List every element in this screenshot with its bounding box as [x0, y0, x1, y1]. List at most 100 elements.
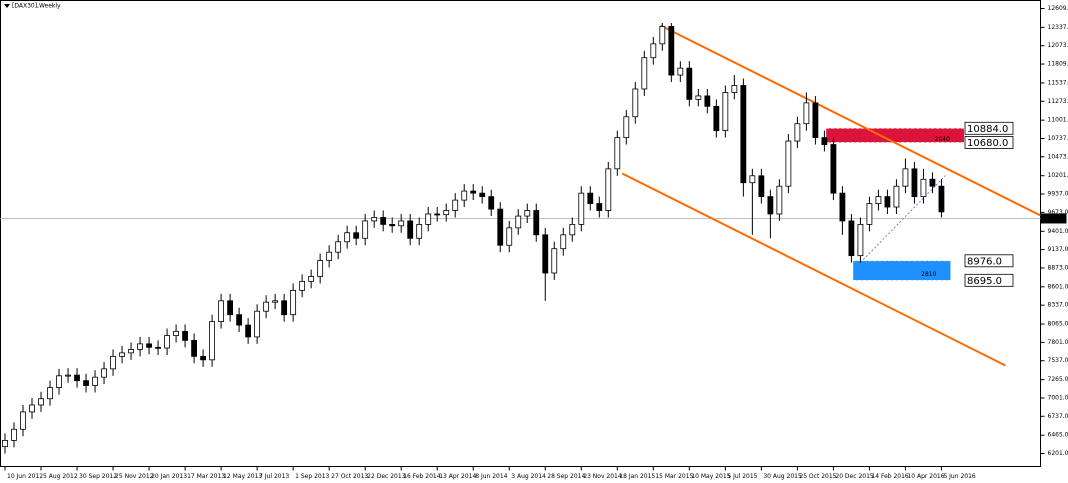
- x-tick-label: 16 Feb 2014: [403, 473, 441, 480]
- y-tick-label: 8601.0: [1048, 283, 1068, 290]
- price-box: [964, 121, 1014, 135]
- y-tick-label: 12337.0: [1048, 24, 1068, 31]
- candle-body: [776, 185, 783, 215]
- candle-body: [308, 276, 315, 282]
- y-tick-label: 12073.0: [1048, 42, 1068, 49]
- candle-body: [371, 217, 378, 222]
- candle-body: [218, 300, 225, 323]
- y-tick-label: 9137.0: [1048, 246, 1068, 253]
- y-tick-label: 7801.0: [1048, 339, 1068, 346]
- price-box-label: 10884.0: [967, 124, 1008, 135]
- candle-body: [344, 232, 351, 243]
- candle-body: [569, 224, 576, 236]
- y-tick-label: 8065.0: [1048, 321, 1068, 328]
- x-tick-label: 5 Aug 2012: [43, 473, 78, 480]
- candle-body: [632, 88, 639, 118]
- candle-body: [227, 300, 234, 316]
- candle-body: [74, 374, 80, 382]
- candle-body: [461, 190, 468, 201]
- candle-body: [245, 324, 252, 338]
- y-tick-label: 6201.0: [1048, 450, 1068, 457]
- candle-body: [20, 411, 26, 430]
- y-tick-label: 7537.0: [1048, 357, 1068, 364]
- x-tick-label: 28 Sep 2014: [547, 473, 585, 480]
- x-tick-label: 5 Jun 2016: [943, 473, 975, 480]
- plot-frame: [0, 0, 1041, 467]
- y-tick-label: 9401.0: [1048, 228, 1068, 235]
- candle-body: [182, 330, 188, 341]
- candle-body: [506, 227, 513, 246]
- candle-body: [920, 178, 927, 198]
- y-tick-label: 8873.0: [1048, 264, 1068, 271]
- x-tick-label: 20 Dec 2015: [835, 473, 874, 480]
- candle-body: [317, 260, 324, 277]
- candle-body: [326, 251, 333, 261]
- candle-body: [83, 380, 89, 386]
- candle-body: [605, 168, 612, 211]
- candle-body: [731, 85, 738, 93]
- y-tick-label: 6737.0: [1048, 413, 1068, 420]
- y-tick-label: 6465.0: [1048, 432, 1068, 439]
- x-tick-label: 10 Jun 2012: [7, 473, 43, 480]
- candle-body: [191, 339, 197, 357]
- candle-body: [515, 215, 522, 229]
- candle-body: [704, 95, 711, 107]
- zone-label: 2040: [935, 136, 950, 143]
- candle-body: [857, 224, 864, 257]
- price-zone: [853, 260, 951, 281]
- candle-body: [794, 123, 801, 142]
- candle-body: [695, 95, 702, 100]
- candle-body: [335, 241, 342, 253]
- price-box: [964, 254, 1014, 268]
- candle-body: [578, 192, 585, 225]
- candle-body: [650, 43, 657, 59]
- candle-body: [209, 321, 216, 361]
- candle-body: [560, 234, 567, 250]
- candle-body: [254, 310, 261, 338]
- candle-body: [281, 300, 288, 316]
- menu-arrow[interactable]: [4, 4, 10, 8]
- x-tick-label: 25 Nov 2012: [115, 473, 154, 480]
- candle-body: [785, 140, 792, 187]
- x-tick-label: 12 May 2013: [223, 473, 262, 480]
- candle-body: [407, 220, 414, 239]
- candle-body: [524, 210, 531, 217]
- candle-body: [749, 175, 756, 184]
- y-tick-label: 8337.0: [1048, 302, 1068, 309]
- candle-body: [821, 137, 828, 145]
- price-zone: [826, 128, 964, 143]
- candle-body: [542, 234, 549, 274]
- candle-body: [146, 343, 152, 348]
- y-tick-label: 9937.0: [1048, 191, 1068, 198]
- candle-body: [830, 144, 837, 194]
- x-tick-label: 18 Jan 2015: [619, 473, 655, 480]
- candle-body: [110, 355, 116, 370]
- candle-body: [587, 192, 594, 204]
- candle-body: [848, 220, 855, 257]
- x-tick-label: 1 Sep 2013: [295, 473, 329, 480]
- x-tick-label: 20 Jan 2013: [151, 473, 187, 480]
- current-price-label: 9585.5: [1043, 215, 1064, 222]
- candle-body: [479, 192, 486, 198]
- candle-body: [929, 178, 936, 187]
- candle-body: [902, 168, 909, 187]
- candle-body: [173, 330, 179, 336]
- y-tick-label: 11273.0: [1048, 98, 1068, 105]
- y-tick-label: 7265.0: [1048, 376, 1068, 383]
- current-price-box: [1040, 213, 1067, 224]
- price-box-label: 10680.0: [967, 138, 1008, 149]
- candle-body: [533, 210, 540, 236]
- candle-body: [641, 57, 648, 90]
- y-tick-label: 12609.0: [1048, 5, 1068, 12]
- candle-body: [164, 335, 170, 349]
- zone-label: 2810: [921, 271, 936, 278]
- candle-body: [812, 102, 819, 138]
- candle-body: [434, 213, 441, 216]
- y-tick-label: 10201.0: [1048, 172, 1068, 179]
- x-tick-label: 17 Mar 2013: [187, 473, 225, 480]
- candle-body: [398, 220, 405, 227]
- candle-body: [866, 203, 873, 225]
- price-box-label: 8976.0: [967, 256, 1002, 267]
- x-tick-label: 15 Mar 2015: [655, 473, 693, 480]
- candle-body: [38, 398, 44, 406]
